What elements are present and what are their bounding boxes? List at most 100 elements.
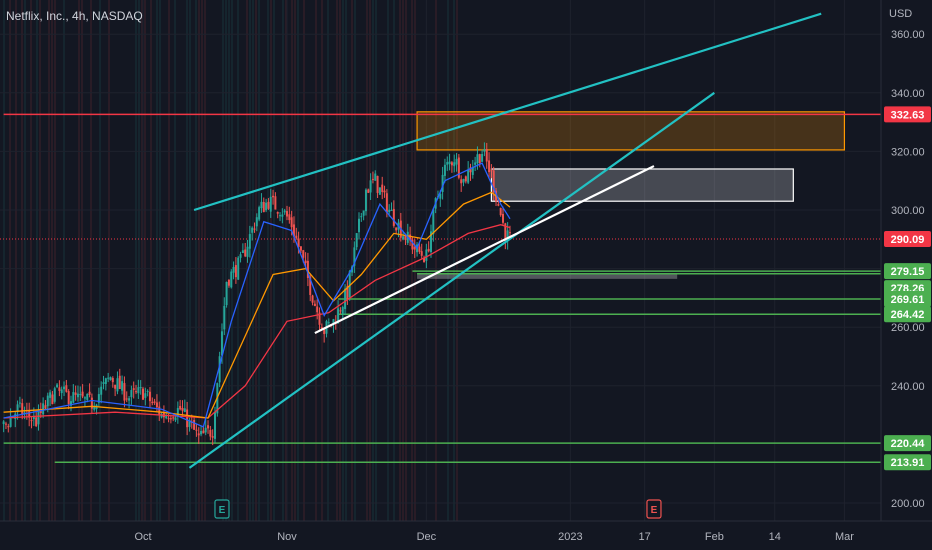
- volume-band: [78, 0, 80, 521]
- price-badge: [884, 435, 931, 452]
- candle-body: [262, 201, 265, 213]
- candle-body: [413, 246, 416, 250]
- candle-body: [485, 148, 488, 162]
- candle-body: [83, 397, 86, 399]
- earnings-event: E: [214, 499, 230, 519]
- price-badge: [884, 106, 931, 123]
- candle-body: [367, 189, 370, 193]
- candle-body: [358, 218, 360, 233]
- candle-body: [181, 407, 184, 411]
- candle-body: [362, 210, 365, 216]
- price-badge: [884, 263, 931, 280]
- candle-body: [348, 271, 351, 298]
- candle-body: [239, 254, 242, 258]
- candle-body: [30, 420, 33, 422]
- candle-body: [186, 409, 189, 428]
- y-tick-label: 360.00: [891, 29, 925, 41]
- candle-body: [441, 174, 444, 192]
- volume-band: [252, 0, 254, 521]
- candle-body: [197, 433, 200, 436]
- candle-body: [227, 280, 230, 286]
- candle-body: [483, 149, 486, 152]
- volume-band: [375, 0, 377, 521]
- volume-band: [273, 0, 275, 521]
- candle-body: [234, 265, 237, 278]
- candle-body: [121, 381, 124, 391]
- candle-body: [93, 406, 96, 410]
- volume-band: [135, 0, 137, 521]
- candle-body: [457, 157, 460, 178]
- candle-body: [230, 271, 233, 288]
- candle-body: [385, 193, 388, 213]
- volume-bands: [3, 0, 458, 521]
- volume-band: [285, 0, 287, 521]
- candle-body: [155, 402, 158, 408]
- candle-body: [304, 260, 307, 264]
- candle-body: [172, 417, 175, 419]
- candle-body: [65, 385, 68, 392]
- candle-body: [260, 201, 263, 209]
- chart-title: Netflix, Inc., 4h, NASDAQ: [6, 9, 143, 23]
- volume-band: [435, 0, 437, 521]
- candle-body: [237, 257, 240, 280]
- volume-band: [150, 0, 152, 521]
- x-tick-label: Nov: [277, 531, 297, 543]
- candle-body: [58, 387, 61, 391]
- candle-body: [318, 312, 321, 325]
- candle-body: [376, 175, 379, 193]
- candle-body: [339, 310, 342, 312]
- price-badge-label: 279.15: [891, 266, 925, 278]
- earnings-marker: [646, 499, 662, 519]
- y-tick-label: 300.00: [891, 205, 925, 217]
- candle-body: [137, 387, 140, 394]
- candle-body: [114, 384, 117, 389]
- candle-body: [14, 413, 17, 420]
- candle-body: [220, 331, 223, 356]
- candle-body: [16, 404, 19, 413]
- candle-body: [248, 234, 251, 249]
- price-zone: [490, 168, 794, 202]
- candle-body: [274, 196, 277, 210]
- price-badge-label: 290.09: [891, 234, 925, 246]
- candle-body: [281, 214, 284, 217]
- candle-body: [439, 193, 442, 199]
- volume-band: [447, 0, 449, 521]
- earnings-label: E: [219, 505, 226, 516]
- candle-body: [497, 204, 500, 206]
- candle-body: [476, 154, 479, 164]
- candle-body: [409, 234, 412, 241]
- candle-body: [332, 319, 335, 325]
- candle-body: [381, 184, 384, 192]
- candle-body: [165, 415, 168, 419]
- candle-body: [378, 187, 381, 195]
- volume-band: [246, 0, 248, 521]
- candle-body: [132, 388, 135, 390]
- candle-body: [402, 236, 405, 240]
- volume-band: [189, 0, 191, 521]
- volume-band: [48, 0, 50, 521]
- candle-body: [290, 217, 293, 228]
- candle-body: [104, 378, 107, 385]
- candle-body: [474, 162, 477, 165]
- candle-body: [355, 233, 358, 248]
- candle-body: [209, 429, 212, 437]
- candle-body: [193, 420, 196, 430]
- candle-body: [18, 402, 21, 404]
- candle-body: [148, 391, 151, 402]
- x-tick-label: Dec: [417, 531, 437, 543]
- candle-body: [204, 427, 207, 433]
- candle-body: [327, 322, 330, 324]
- price-badge-label: 213.91: [891, 457, 925, 469]
- volume-band: [222, 0, 224, 521]
- candle-body: [32, 415, 35, 420]
- candle-body: [4, 423, 7, 425]
- candle-body: [253, 228, 256, 230]
- volume-band: [267, 0, 269, 521]
- volume-band: [387, 0, 389, 521]
- candle-body: [460, 179, 463, 184]
- candle-body: [107, 377, 110, 379]
- price-zone: [416, 111, 846, 151]
- candle-body: [481, 153, 484, 162]
